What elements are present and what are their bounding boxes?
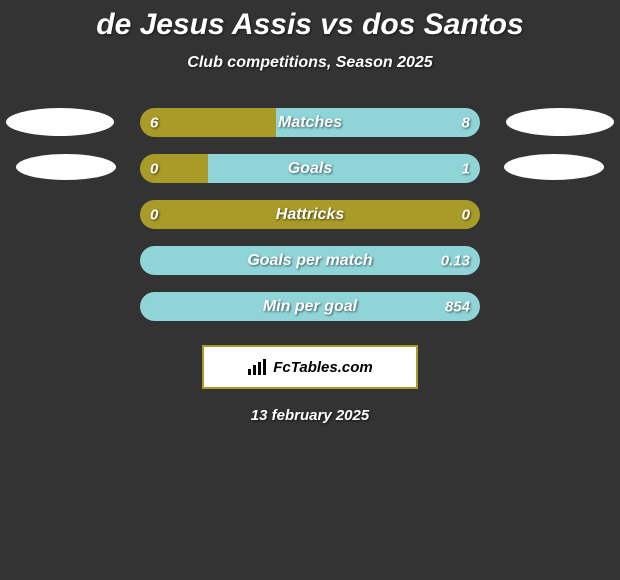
stat-value-left: 6 — [150, 114, 158, 131]
page-title: de Jesus Assis vs dos Santos — [96, 8, 523, 42]
source-badge-text: FcTables.com — [273, 359, 372, 376]
stat-bar-left — [140, 108, 276, 137]
stat-row: Matches 6 8 — [0, 108, 620, 137]
stat-value-left: 0 — [150, 160, 158, 177]
source-badge: FcTables.com — [202, 345, 418, 389]
stat-bar: Min per goal 854 — [140, 292, 480, 321]
stat-row: Goals per match 0.13 — [0, 246, 620, 275]
bar-chart-icon — [247, 359, 267, 375]
stat-value-right: 1 — [462, 160, 470, 177]
stat-bar-right — [208, 154, 480, 183]
stat-value-right: 8 — [462, 114, 470, 131]
stat-bar: Goals per match 0.13 — [140, 246, 480, 275]
stat-row: Min per goal 854 — [0, 292, 620, 321]
stat-bar: Matches 6 8 — [140, 108, 480, 137]
stat-row: Goals 0 1 — [0, 154, 620, 183]
stat-bar: Goals 0 1 — [140, 154, 480, 183]
stat-label: Hattricks — [276, 206, 344, 224]
stat-value-left: 0 — [150, 206, 158, 223]
stats-area: Matches 6 8 Goals 0 1 Hattricks 0 0 Goals per mat… — [0, 108, 620, 321]
comparison-infographic: de Jesus Assis vs dos Santos Club compet… — [0, 0, 620, 424]
stat-label: Goals — [288, 160, 332, 178]
stat-label: Matches — [278, 114, 342, 132]
stat-row: Hattricks 0 0 — [0, 200, 620, 229]
stat-label: Goals per match — [247, 252, 372, 270]
stat-value-right: 0 — [462, 206, 470, 223]
page-subtitle: Club competitions, Season 2025 — [187, 54, 432, 72]
stat-value-right: 854 — [445, 298, 470, 315]
stat-bar: Hattricks 0 0 — [140, 200, 480, 229]
stat-value-right: 0.13 — [441, 252, 470, 269]
date-label: 13 february 2025 — [251, 407, 369, 424]
stat-label: Min per goal — [263, 298, 357, 316]
